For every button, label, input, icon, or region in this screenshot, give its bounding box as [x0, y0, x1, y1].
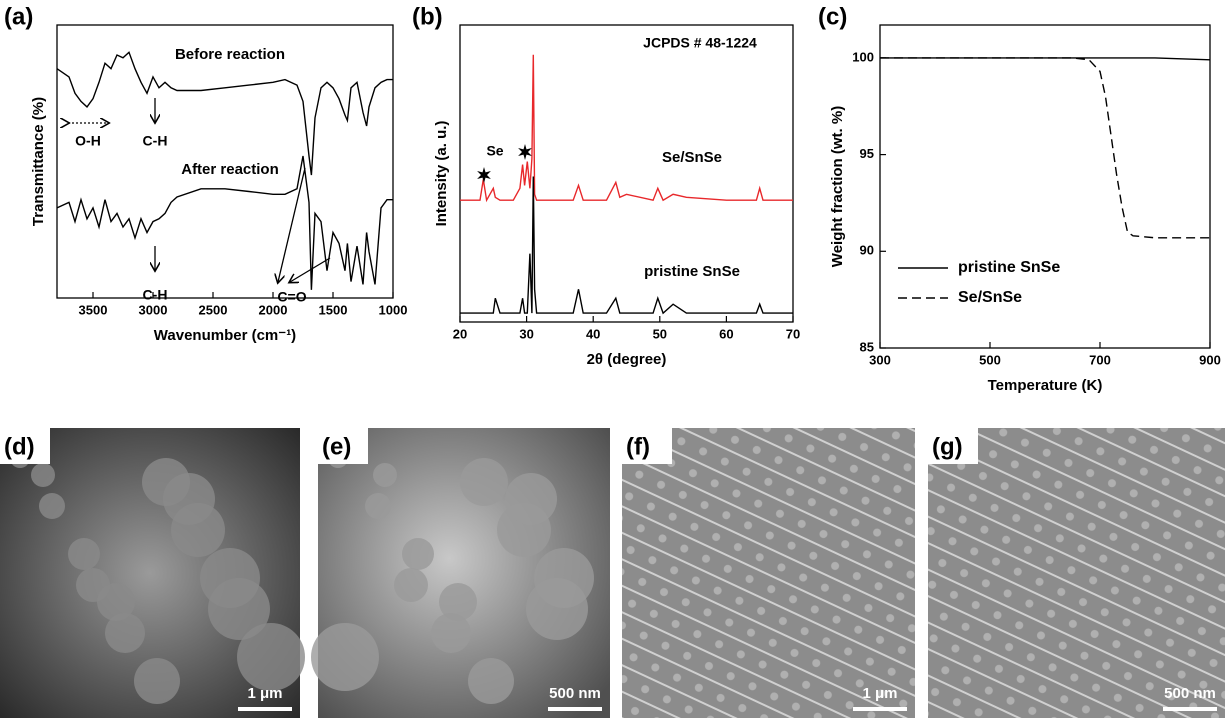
- particle: [439, 583, 477, 621]
- plot-frame: [880, 25, 1210, 348]
- particle: [163, 473, 215, 525]
- scale-bar-label: 1 μm: [862, 685, 897, 702]
- y-tick-label: 100: [852, 49, 874, 64]
- y-tick-label: 85: [860, 339, 874, 354]
- particle: [534, 548, 594, 608]
- panel-label: (e): [322, 433, 351, 460]
- peak-star: [518, 144, 532, 160]
- panel-label: (a): [4, 3, 33, 30]
- scale-bar-label: 500 nm: [1164, 685, 1216, 702]
- scale-bar-label: 500 nm: [549, 685, 601, 702]
- particle: [237, 623, 305, 691]
- panel-label: (d): [4, 433, 35, 460]
- series-line: [460, 177, 793, 314]
- series-label: pristine SnSe: [644, 263, 740, 280]
- x-tick-label: 30: [519, 326, 533, 341]
- y-tick-label: 95: [860, 146, 874, 161]
- series-label: Se/SnSe: [662, 149, 722, 166]
- y-tick-label: 90: [860, 243, 874, 258]
- particle: [468, 658, 514, 704]
- annotation: JCPDS # 48-1224: [643, 35, 757, 51]
- x-tick-label: 1000: [379, 302, 408, 317]
- particle: [200, 548, 260, 608]
- x-tick-label: 40: [586, 326, 600, 341]
- x-tick-label: 500: [979, 352, 1001, 367]
- series-line: [57, 52, 393, 175]
- x-axis-label: Temperature (K): [988, 377, 1103, 394]
- sem-image: (d) 1 μm: [0, 428, 305, 718]
- panel-label: (f): [626, 433, 650, 460]
- legend-label: Se/SnSe: [958, 289, 1022, 306]
- particle: [373, 463, 397, 487]
- particle: [365, 493, 391, 519]
- particle: [134, 658, 180, 704]
- series-label: Before reaction: [175, 46, 285, 63]
- particle: [97, 583, 135, 621]
- x-tick-label: 300: [869, 352, 891, 367]
- annotation: C=O: [277, 289, 306, 305]
- x-tick-label: 3000: [139, 302, 168, 317]
- x-axis-label: Wavenumber (cm⁻¹): [154, 327, 296, 344]
- scale-bar-label: 1 μm: [247, 685, 282, 702]
- y-axis-label: Transmittance (%): [30, 97, 47, 226]
- sem-image: (g) 500 nm: [928, 428, 1225, 718]
- figure: (a) Wavenumber (cm⁻¹) Transmittance (%) 350…: [0, 0, 1225, 718]
- y-axis-label: Intensity (a. u.): [433, 121, 450, 227]
- annotation: C-H: [143, 133, 168, 149]
- sem-photo: [928, 428, 1225, 718]
- series-label: After reaction: [181, 161, 279, 178]
- particle: [68, 538, 100, 570]
- legend-label: pristine SnSe: [958, 259, 1060, 276]
- particle: [402, 538, 434, 570]
- plot-frame: [460, 25, 793, 322]
- x-tick-label: 20: [453, 326, 467, 341]
- sem-image: (f) 1 μm: [622, 428, 915, 718]
- particle: [311, 623, 379, 691]
- particle: [505, 473, 557, 525]
- x-tick-label: 700: [1089, 352, 1111, 367]
- annotation: Se: [486, 143, 503, 159]
- x-axis-label: 2θ (degree): [587, 351, 667, 368]
- peak-star: [477, 167, 491, 183]
- particle: [394, 568, 428, 602]
- x-tick-label: 70: [786, 326, 800, 341]
- sem-image: (e) 500 nm: [311, 428, 610, 718]
- x-tick-label: 3500: [79, 302, 108, 317]
- panel-label: (b): [412, 3, 443, 30]
- particle: [39, 493, 65, 519]
- x-tick-label: 60: [719, 326, 733, 341]
- series-line: [460, 55, 793, 201]
- x-tick-label: 900: [1199, 352, 1221, 367]
- annotation: C-H: [143, 287, 168, 303]
- panel-label: (g): [932, 433, 963, 460]
- x-tick-label: 1500: [319, 302, 348, 317]
- x-tick-label: 50: [653, 326, 667, 341]
- annotation: O-H: [75, 133, 101, 149]
- particle: [31, 463, 55, 487]
- panel-label: (c): [818, 3, 847, 30]
- particle: [460, 458, 508, 506]
- sem-photo: [622, 428, 915, 718]
- x-tick-label: 2500: [199, 302, 228, 317]
- y-axis-label: Weight fraction (wt. %): [829, 106, 846, 267]
- series-line: [880, 58, 1210, 238]
